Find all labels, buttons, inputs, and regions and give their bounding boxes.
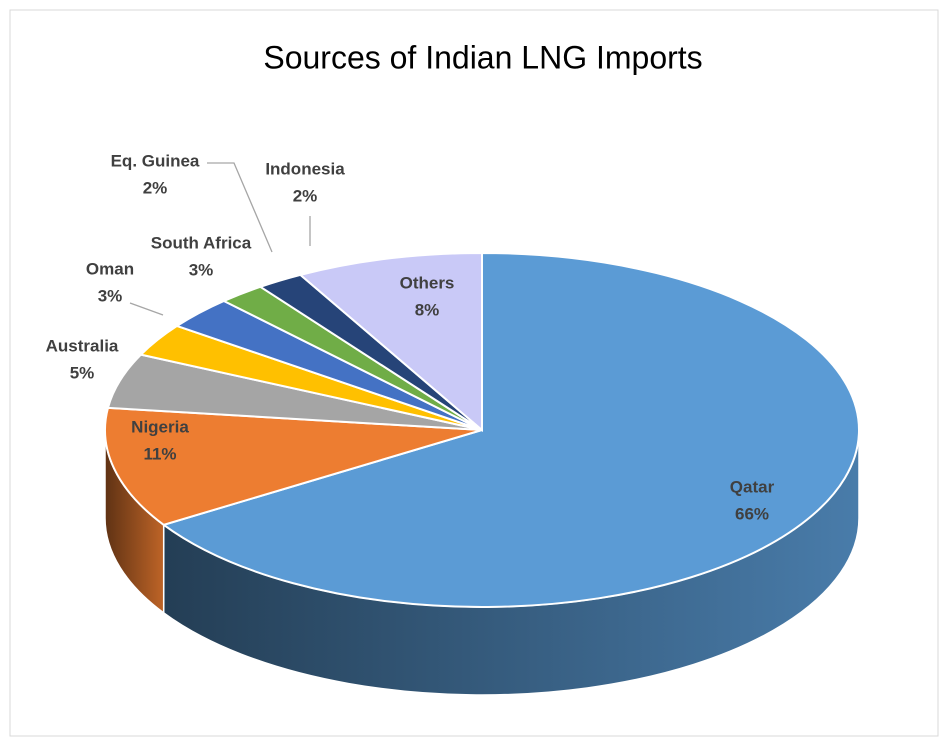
chart-title: Sources of Indian LNG Imports xyxy=(263,39,702,75)
data-label-name: South Africa xyxy=(151,233,252,252)
pie-slice xyxy=(104,406,483,526)
data-label-value: 11% xyxy=(143,444,176,463)
data-label-value: 8% xyxy=(415,300,440,319)
pie-slice xyxy=(161,251,860,608)
data-label-name: Eq. Guinea xyxy=(111,151,200,170)
data-label-name: Indonesia xyxy=(265,159,345,178)
data-label-name: Qatar xyxy=(730,477,775,496)
leader-line xyxy=(129,302,164,316)
data-label-name: Others xyxy=(400,273,455,292)
data-label-name: Oman xyxy=(86,259,134,278)
data-label-value: 66% xyxy=(735,504,769,523)
data-label-value: 2% xyxy=(143,178,168,197)
data-label-value: 3% xyxy=(98,286,123,305)
data-label-name: Nigeria xyxy=(131,417,189,436)
data-label-value: 5% xyxy=(70,363,95,382)
data-label-value: 3% xyxy=(189,260,214,279)
data-label-name: Australia xyxy=(46,336,119,355)
pie-slice xyxy=(298,251,483,433)
leader-line xyxy=(207,162,273,253)
data-label-value: 2% xyxy=(293,186,318,205)
